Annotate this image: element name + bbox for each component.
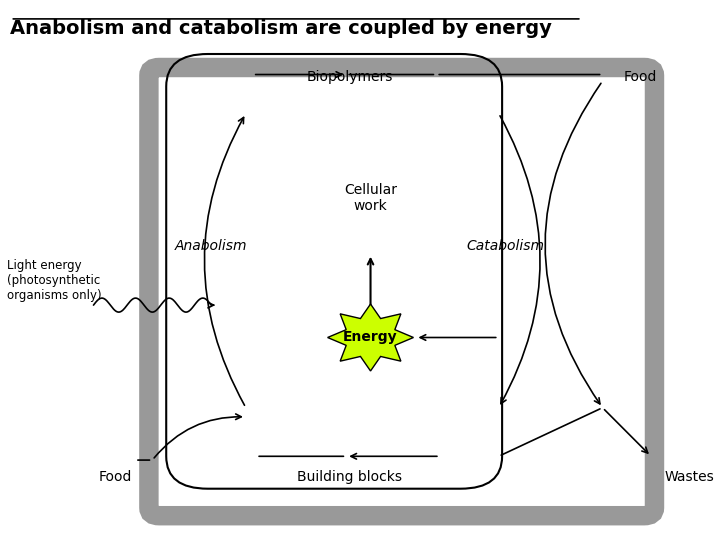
Text: Anabolism and catabolism are coupled by energy: Anabolism and catabolism are coupled by …	[10, 19, 552, 38]
Text: Biopolymers: Biopolymers	[307, 70, 393, 84]
Text: Food: Food	[624, 70, 657, 84]
Text: Food: Food	[98, 470, 132, 484]
Text: Cellular
work: Cellular work	[344, 183, 397, 213]
Text: Light energy
(photosynthetic
organisms only): Light energy (photosynthetic organisms o…	[7, 259, 102, 302]
Text: Energy: Energy	[343, 330, 398, 345]
Text: Building blocks: Building blocks	[297, 470, 402, 484]
Polygon shape	[328, 304, 413, 371]
Text: Catabolism: Catabolism	[467, 239, 544, 253]
Text: Anabolism: Anabolism	[175, 239, 248, 253]
FancyBboxPatch shape	[149, 68, 654, 516]
Text: Wastes: Wastes	[665, 470, 715, 484]
